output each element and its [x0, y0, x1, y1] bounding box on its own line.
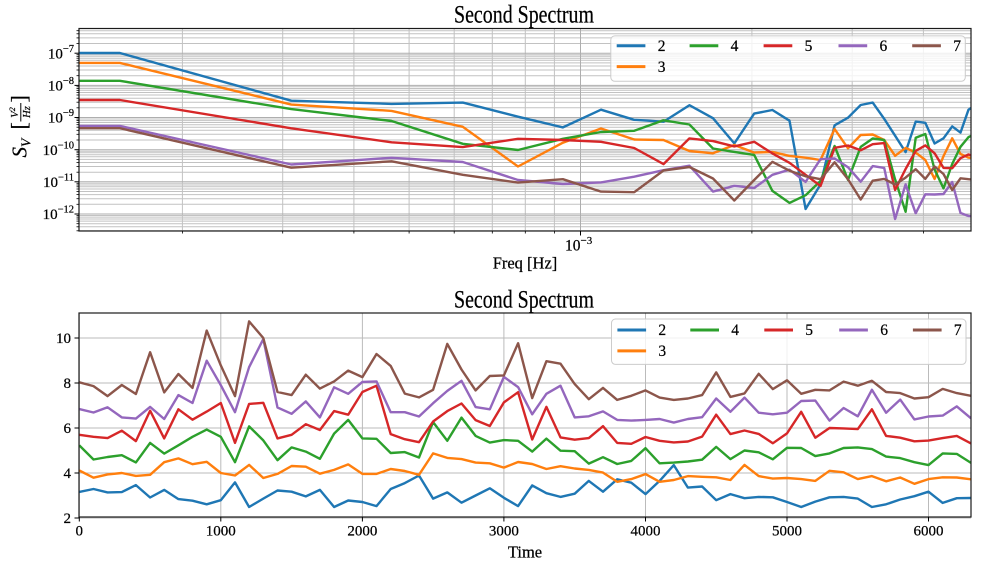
svg-text:8: 8: [64, 376, 72, 392]
svg-text:4: 4: [64, 466, 72, 482]
svg-text:V2: V2: [8, 107, 21, 117]
svg-text:Freq [Hz]: Freq [Hz]: [493, 254, 558, 273]
svg-text:3000: 3000: [489, 524, 519, 540]
svg-text:5: 5: [805, 322, 813, 339]
svg-text:2000: 2000: [347, 524, 377, 540]
svg-text:2: 2: [658, 322, 666, 339]
svg-text:4: 4: [731, 38, 739, 55]
svg-text:4000: 4000: [631, 524, 661, 540]
svg-text:6000: 6000: [914, 524, 944, 540]
svg-text:1000: 1000: [206, 524, 236, 540]
svg-text:]: ]: [7, 95, 32, 102]
svg-text:10: 10: [56, 331, 71, 347]
svg-text:3: 3: [658, 343, 666, 360]
svg-text:2: 2: [658, 38, 666, 55]
svg-text:Time: Time: [508, 543, 542, 562]
svg-text:5: 5: [805, 38, 813, 55]
svg-text:5000: 5000: [772, 524, 802, 540]
svg-text:Second Spectrum: Second Spectrum: [454, 2, 594, 29]
svg-text:6: 6: [880, 322, 888, 339]
svg-text:4: 4: [731, 322, 739, 339]
svg-text:2: 2: [64, 511, 72, 527]
svg-text:Hz: Hz: [22, 106, 33, 119]
svg-text:7: 7: [953, 38, 961, 55]
svg-text:6: 6: [64, 421, 72, 437]
svg-text:Second Spectrum: Second Spectrum: [454, 287, 594, 314]
svg-text:3: 3: [658, 59, 666, 76]
svg-text:[: [: [7, 122, 32, 129]
svg-text:0: 0: [76, 524, 84, 540]
svg-text:6: 6: [880, 38, 888, 55]
svg-text:7: 7: [954, 322, 962, 339]
svg-text:10−3: 10−3: [565, 235, 593, 255]
